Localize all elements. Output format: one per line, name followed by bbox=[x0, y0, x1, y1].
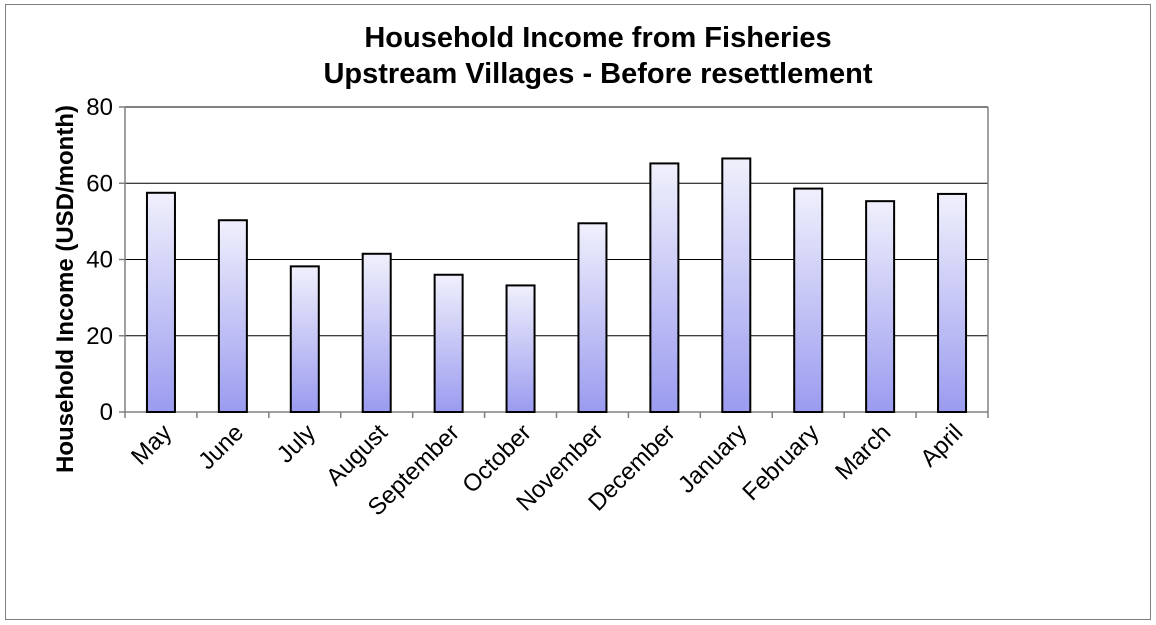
bar-april bbox=[937, 192, 968, 413]
axes bbox=[119, 106, 989, 418]
y-tick-label: 20 bbox=[86, 323, 113, 350]
x-tick-label: June bbox=[193, 419, 249, 475]
bar-december bbox=[649, 162, 680, 413]
gridlines bbox=[125, 106, 988, 337]
y-axis-title: Household Income (USD/month) bbox=[52, 105, 79, 473]
bar-february bbox=[793, 187, 824, 413]
y-tick-label: 60 bbox=[86, 170, 113, 197]
x-tick-label: August bbox=[321, 419, 393, 491]
x-tick-label: February bbox=[737, 419, 824, 506]
bar-july bbox=[289, 265, 320, 413]
bar-june bbox=[217, 219, 248, 413]
bar-march bbox=[865, 200, 896, 413]
bar-january bbox=[721, 157, 752, 413]
y-tick-labels: 0 20 40 60 80 bbox=[86, 94, 113, 426]
x-tick-label: March bbox=[830, 419, 896, 485]
y-tick-label: 0 bbox=[100, 399, 113, 426]
y-tick-label: 40 bbox=[86, 247, 113, 274]
bar-october bbox=[505, 284, 536, 413]
bar-august bbox=[361, 252, 392, 413]
bar-may bbox=[145, 191, 176, 413]
bar-september bbox=[433, 273, 464, 413]
x-tick-label: July bbox=[272, 419, 321, 468]
chart-subtitle: Upstream Villages - Before resettlement bbox=[323, 58, 872, 90]
bar-november bbox=[577, 222, 608, 413]
x-tick-label: May bbox=[126, 419, 177, 470]
y-tick-label: 80 bbox=[86, 94, 113, 121]
bars bbox=[145, 157, 968, 413]
chart-title: Household Income from Fisheries bbox=[364, 22, 831, 54]
x-tick-labels: May June July AugustSeptemberOctoberNovembe… bbox=[126, 419, 968, 521]
x-tick-label: April bbox=[915, 419, 968, 472]
